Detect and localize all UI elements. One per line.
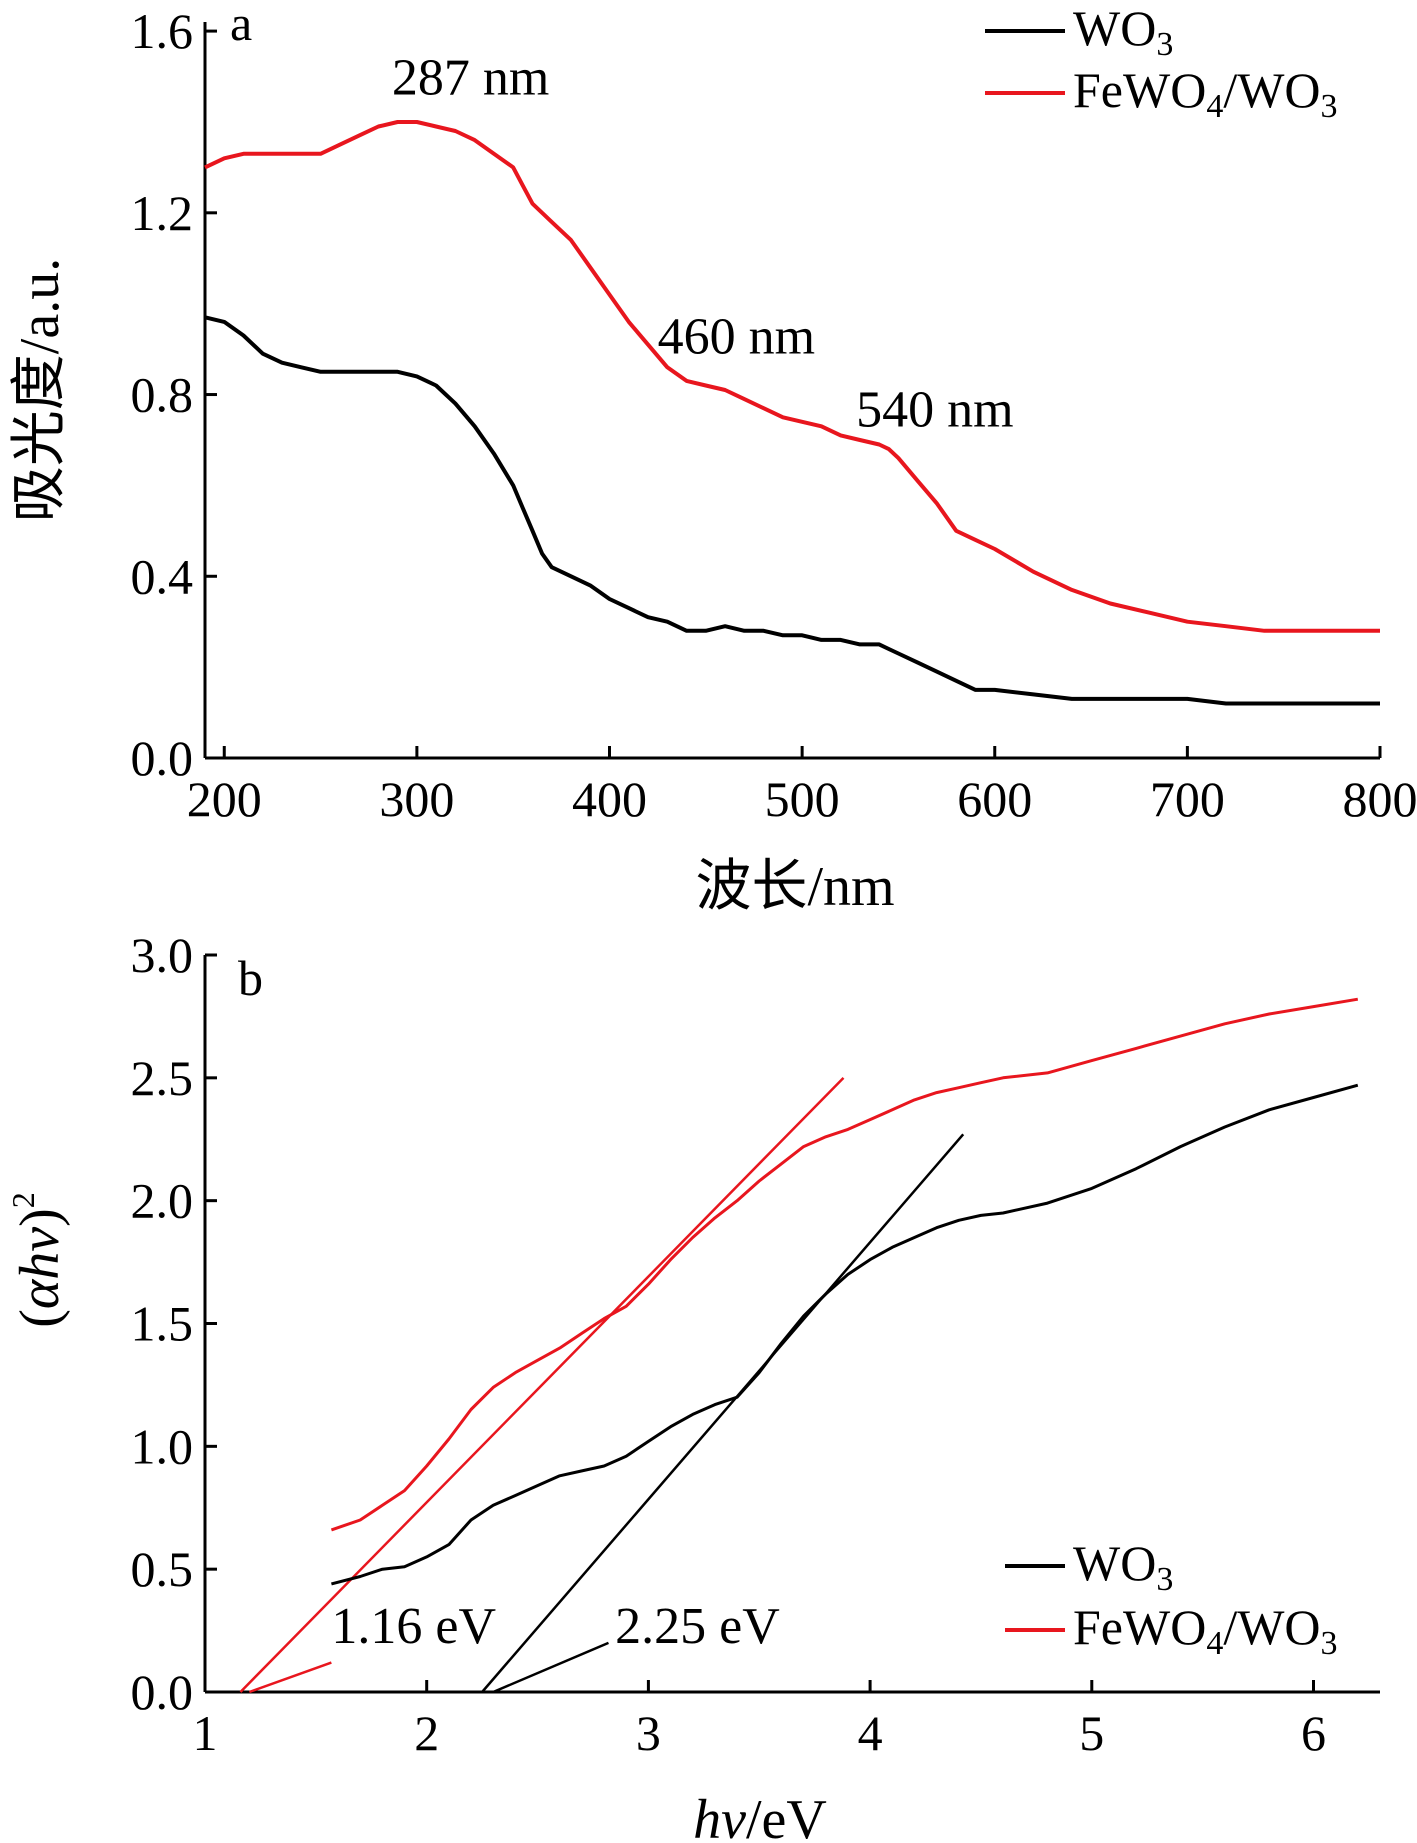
panel-a-letter: a bbox=[230, 0, 252, 51]
x-tick-label: 1 bbox=[193, 1705, 218, 1761]
panel-b-letter: b bbox=[238, 950, 263, 1006]
x-tick-label: 500 bbox=[765, 771, 840, 827]
y-tick-label: 0.0 bbox=[131, 1664, 194, 1720]
panel-a: 0.0 0.4 0.8 1.2 1.6 200 300 400 500 600 700 800 a 波… bbox=[9, 0, 1417, 918]
x-tick-label: 700 bbox=[1150, 771, 1225, 827]
x-tick-label: 800 bbox=[1343, 771, 1417, 827]
panel-b-annotations: 1.16 eV 2.25 eV bbox=[331, 1598, 779, 1655]
series-line-1 bbox=[330, 997, 1359, 1532]
y-tick-label: 0.4 bbox=[131, 548, 194, 604]
panel-b-y-axis-label-open: ( bbox=[9, 1309, 71, 1328]
annotation-label-0: 1.16 eV bbox=[331, 1598, 496, 1655]
panel-b-y-axis-label-close: ) bbox=[9, 1208, 71, 1227]
fit-line-3 bbox=[492, 1641, 609, 1694]
panel-b-x-axis-label-italic: hv bbox=[693, 1789, 746, 1843]
y-tick-label: 1.5 bbox=[131, 1296, 194, 1352]
y-tick-label: 1.0 bbox=[131, 1418, 194, 1474]
panel-a-x-axis-label: 波长/nm bbox=[695, 856, 894, 918]
series-line-1 bbox=[204, 120, 1380, 633]
panel-b-y-axis-label-italic: αhv bbox=[9, 1227, 71, 1309]
annotation-label-1: 2.25 eV bbox=[615, 1598, 780, 1655]
y-tick-label: 3.0 bbox=[131, 927, 194, 983]
panel-b-x-axis-label: hv/eV bbox=[693, 1789, 827, 1843]
y-tick-label: 2.5 bbox=[131, 1050, 194, 1106]
panel-b-series bbox=[330, 997, 1359, 1586]
x-tick-label: 5 bbox=[1079, 1705, 1104, 1761]
annotation-label-0: 287 nm bbox=[392, 50, 549, 107]
x-tick-label: 6 bbox=[1301, 1705, 1326, 1761]
x-tick-label: 3 bbox=[636, 1705, 661, 1761]
annotation-label-1: 460 nm bbox=[658, 309, 815, 366]
y-tick-label: 2.0 bbox=[131, 1173, 194, 1229]
panel-a-annotations: 287 nm 460 nm 540 nm bbox=[392, 50, 1014, 439]
x-tick-label: 200 bbox=[187, 771, 262, 827]
fit-line-1 bbox=[248, 1661, 332, 1694]
panel-a-y-axis-label: 吸光度/a.u. bbox=[9, 258, 71, 522]
panel-b-fit-lines bbox=[239, 1076, 965, 1694]
y-tick-label: 0.0 bbox=[131, 730, 194, 786]
panel-b-x-axis-label-unit: /eV bbox=[746, 1789, 827, 1843]
y-tick-label: 1.6 bbox=[131, 3, 194, 59]
fit-line-0 bbox=[239, 1076, 845, 1693]
panel-b-legend: WO3​FeWO4​/WO3​ bbox=[1005, 1535, 1338, 1662]
annotation-label-2: 540 nm bbox=[856, 381, 1013, 438]
y-tick-label: 1.2 bbox=[131, 185, 194, 241]
panel-b: 0.0 0.5 1.0 1.5 2.0 2.5 3.0 1 2 3 4 5 6 b hv/eV (αhv… bbox=[5, 927, 1380, 1843]
y-tick-label: 0.5 bbox=[131, 1541, 194, 1597]
panel-a-legend: WO3​FeWO4​/WO3​ bbox=[985, 0, 1338, 125]
x-tick-label: 400 bbox=[572, 771, 647, 827]
legend-label-0: WO3​ bbox=[1073, 1535, 1173, 1598]
legend-label-0: WO3​ bbox=[1073, 0, 1173, 63]
x-tick-label: 2 bbox=[414, 1705, 439, 1761]
y-tick-label: 0.8 bbox=[131, 367, 194, 423]
legend-label-1: FeWO4​/WO3​ bbox=[1073, 62, 1338, 125]
panel-b-y-axis-label: (αhv)2 bbox=[5, 1192, 71, 1328]
x-tick-label: 4 bbox=[858, 1705, 883, 1761]
panel-b-y-axis-label-superscript: 2 bbox=[5, 1192, 41, 1208]
series-line-0 bbox=[204, 315, 1380, 706]
panel-a-ticks: 0.0 0.4 0.8 1.2 1.6 200 300 400 500 600 700 800 bbox=[131, 3, 1417, 827]
x-tick-label: 600 bbox=[957, 771, 1032, 827]
panel-b-ticks: 0.0 0.5 1.0 1.5 2.0 2.5 3.0 1 2 3 4 5 6 bbox=[131, 927, 1326, 1761]
series-line-0 bbox=[331, 1083, 1359, 1586]
legend-label-1: FeWO4​/WO3​ bbox=[1073, 1599, 1338, 1662]
panel-a-series bbox=[204, 120, 1380, 706]
x-tick-label: 300 bbox=[379, 771, 454, 827]
fit-line-2 bbox=[481, 1133, 965, 1693]
